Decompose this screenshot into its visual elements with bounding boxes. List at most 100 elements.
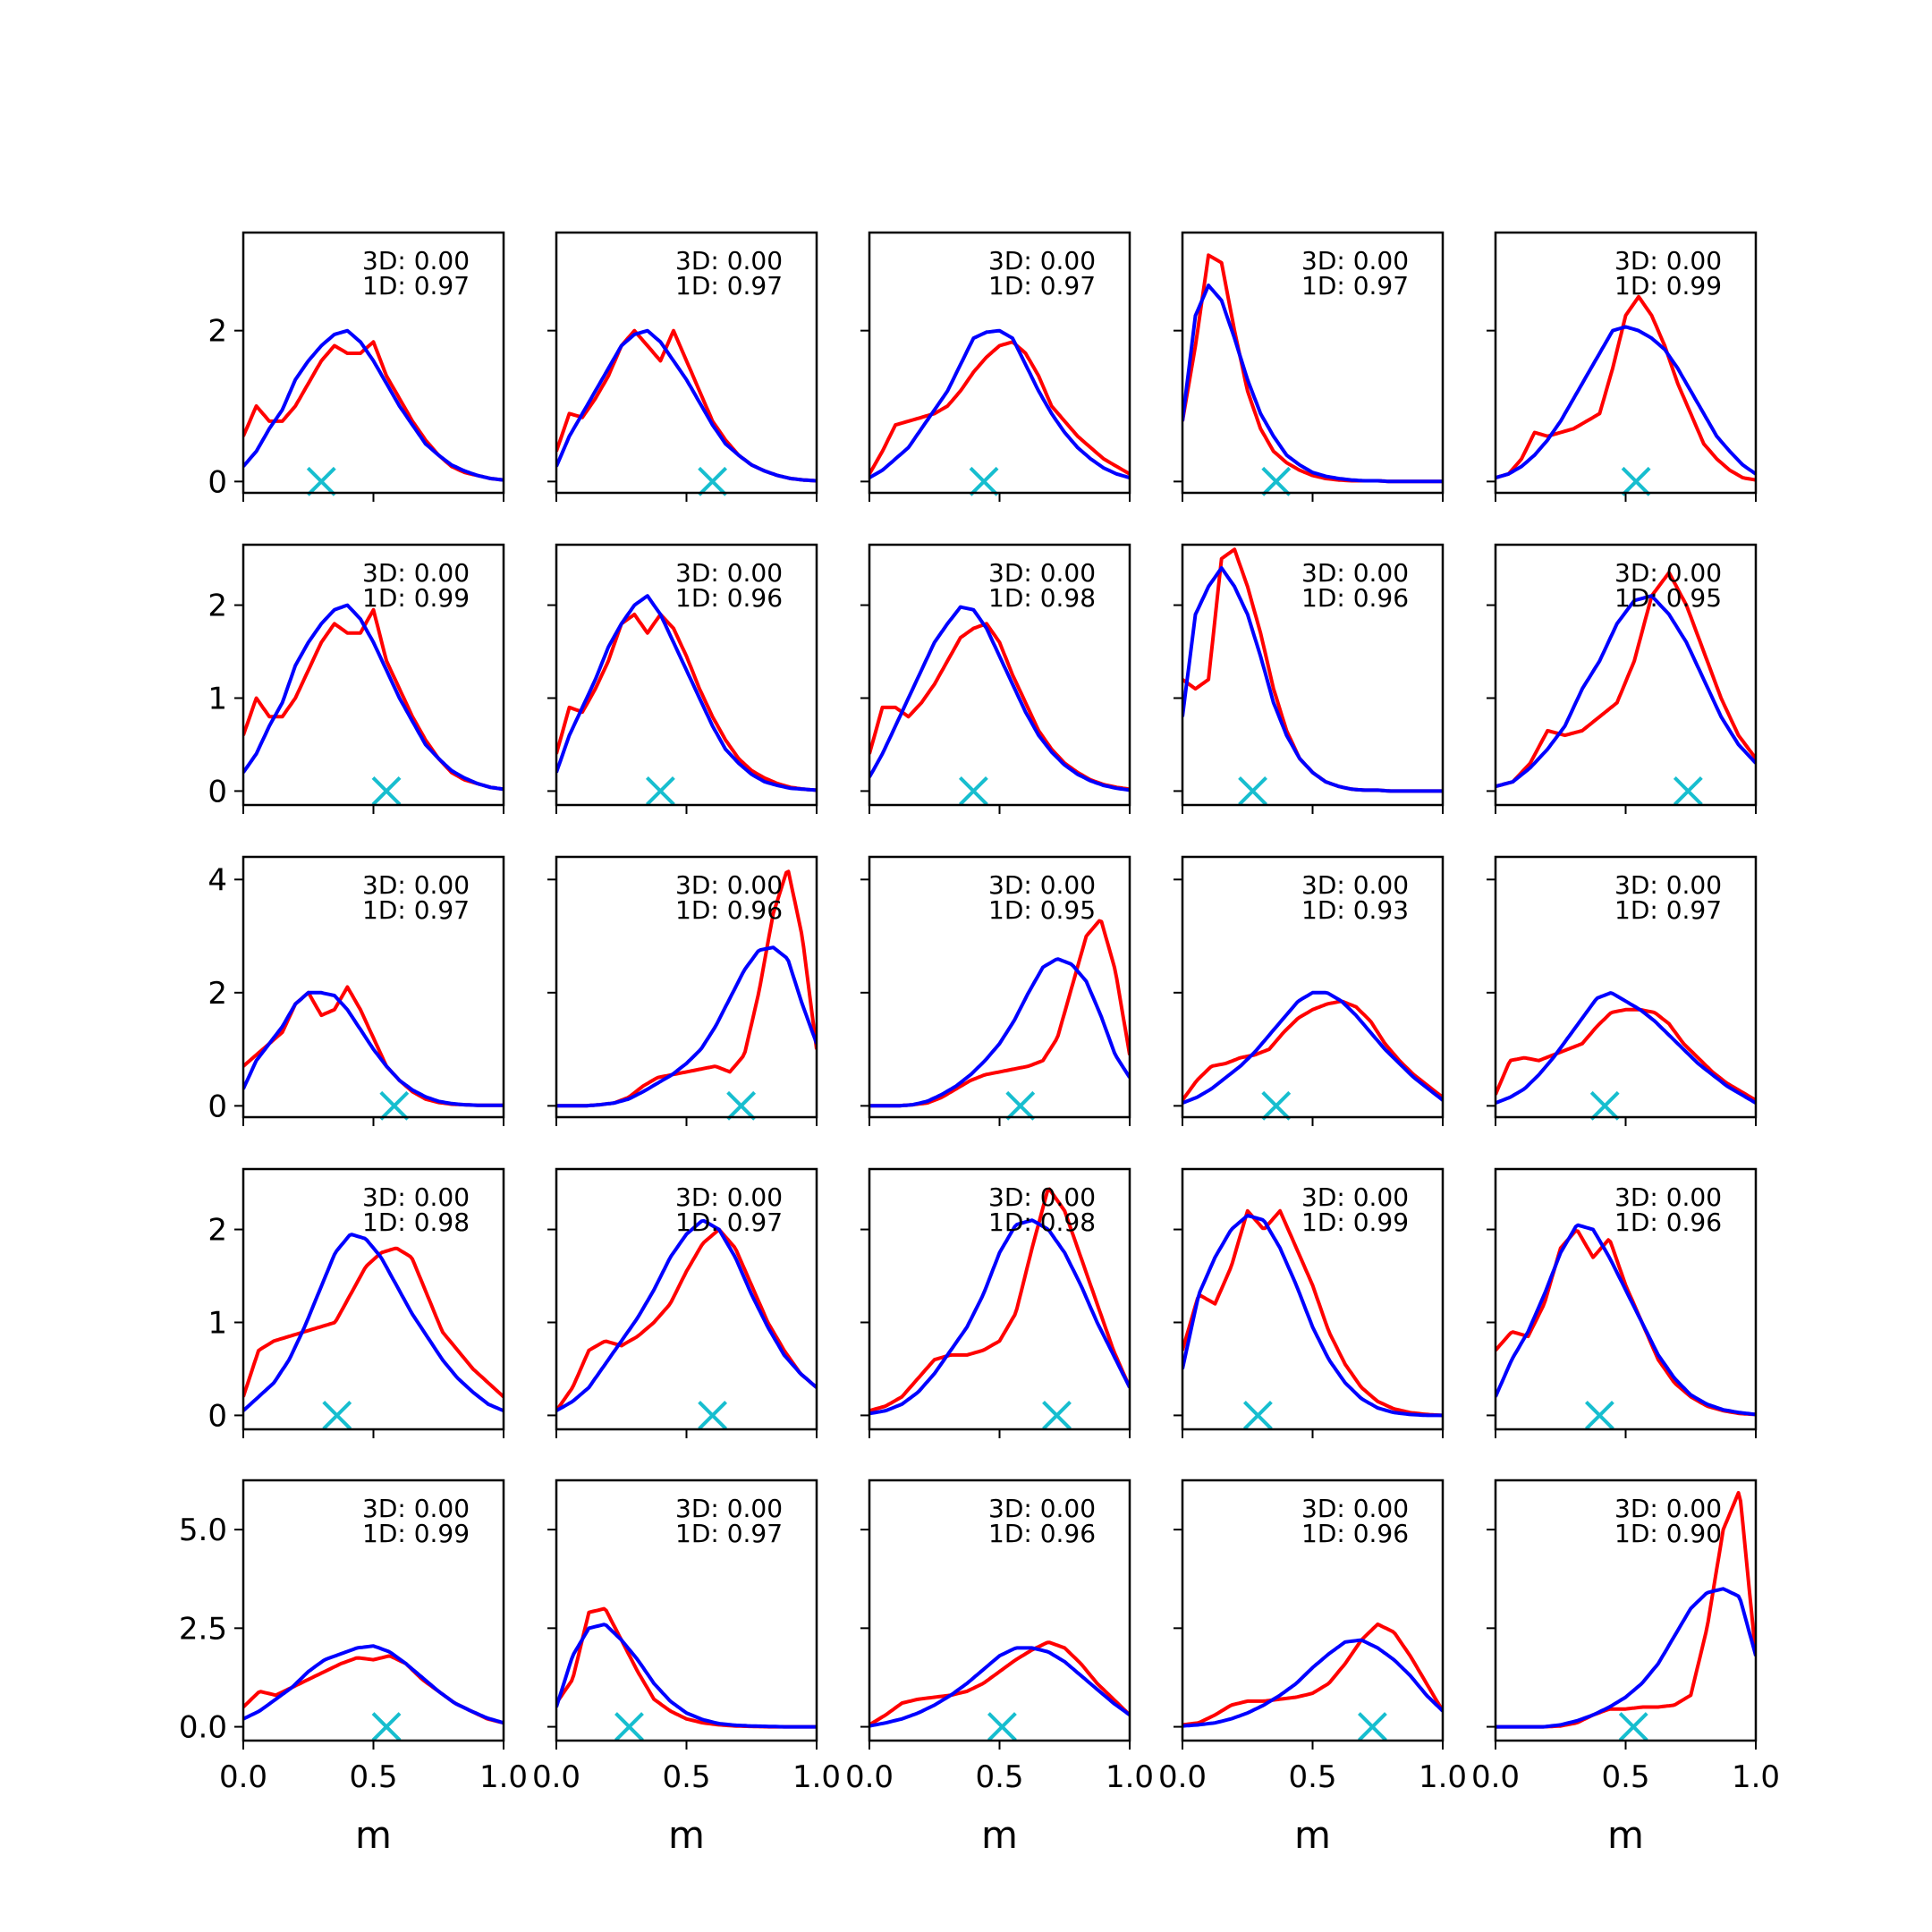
panel-annotation: 3D: 0.00 xyxy=(1301,870,1409,900)
blue-series-line xyxy=(869,1646,1130,1728)
panel-annotation: 1D: 0.97 xyxy=(362,895,470,925)
panel-annotation: 3D: 0.00 xyxy=(1301,1494,1409,1523)
x-marker xyxy=(987,1712,1017,1741)
red-series-line xyxy=(1182,1208,1443,1418)
red-series-line xyxy=(869,622,1130,792)
panel-annotation: 3D: 0.00 xyxy=(362,870,470,900)
x-axis-label: m xyxy=(1294,1813,1331,1857)
x-tick-label: 0.5 xyxy=(662,1759,710,1795)
red-series-line xyxy=(556,328,817,483)
panel-annotation: 1D: 0.95 xyxy=(988,895,1096,925)
x-axis-label: m xyxy=(668,1813,705,1857)
x-marker xyxy=(1261,466,1292,496)
red-series-line xyxy=(1496,571,1756,789)
red-series-line xyxy=(556,1227,817,1412)
panel-annotation: 3D: 0.00 xyxy=(362,1494,470,1523)
panel-annotation: 1D: 0.99 xyxy=(362,1519,470,1548)
red-series-line xyxy=(556,612,817,792)
panel-annotation: 3D: 0.00 xyxy=(675,1494,783,1523)
blue-series-line xyxy=(1496,991,1756,1106)
blue-series-line xyxy=(1182,1638,1443,1728)
panel-annotation: 3D: 0.00 xyxy=(988,246,1096,275)
x-tick-label: 1.0 xyxy=(792,1759,841,1795)
x-marker xyxy=(958,775,988,806)
x-axis-label: m xyxy=(1607,1813,1644,1857)
panel-annotation: 3D: 0.00 xyxy=(988,558,1096,588)
x-marker xyxy=(1618,1712,1648,1741)
panel-annotation: 3D: 0.00 xyxy=(988,1494,1096,1523)
y-tick-label: 1 xyxy=(208,681,227,716)
panel-annotation: 3D: 0.00 xyxy=(1301,1182,1409,1212)
panel-annotation: 3D: 0.00 xyxy=(1614,558,1722,588)
y-tick-label: 1 xyxy=(208,1305,227,1341)
panel-annotation: 1D: 0.95 xyxy=(1614,583,1722,613)
panel-annotation: 1D: 0.97 xyxy=(675,271,783,301)
x-marker xyxy=(1242,1400,1273,1430)
x-tick-label: 1.0 xyxy=(1106,1759,1154,1795)
panel-annotation: 3D: 0.00 xyxy=(988,1182,1096,1212)
x-marker xyxy=(698,1400,728,1430)
red-series-line xyxy=(869,919,1130,1108)
x-tick-label: 0.0 xyxy=(219,1759,267,1795)
red-series-line xyxy=(243,1654,504,1725)
panel-annotation: 1D: 0.99 xyxy=(1614,271,1722,301)
red-series-line xyxy=(869,1640,1130,1727)
x-marker xyxy=(1261,1090,1292,1121)
panel-annotation: 3D: 0.00 xyxy=(1301,558,1409,588)
x-marker xyxy=(1584,1400,1614,1430)
x-tick-label: 0.0 xyxy=(845,1759,894,1795)
panel-annotation: 1D: 0.96 xyxy=(988,1519,1096,1548)
x-axis-label: m xyxy=(981,1813,1018,1857)
panel-annotation: 1D: 0.90 xyxy=(1614,1519,1722,1548)
x-marker xyxy=(1621,466,1651,496)
y-tick-label: 2 xyxy=(208,976,227,1012)
x-tick-label: 0.5 xyxy=(1601,1759,1649,1795)
x-marker xyxy=(1005,1090,1036,1121)
blue-series-line xyxy=(1182,1214,1443,1418)
panel-annotation: 1D: 0.97 xyxy=(1614,895,1722,925)
panel-annotation: 3D: 0.00 xyxy=(1614,1494,1722,1523)
x-tick-label: 1.0 xyxy=(479,1759,528,1795)
x-axis-label: m xyxy=(355,1813,392,1857)
panel-annotation: 1D: 0.96 xyxy=(675,583,783,613)
x-tick-label: 0.5 xyxy=(1288,1759,1336,1795)
y-tick-label: 0.0 xyxy=(179,1710,227,1746)
panel-annotation: 1D: 0.97 xyxy=(675,1208,783,1237)
panel-annotation: 1D: 0.99 xyxy=(1301,1208,1409,1237)
x-marker xyxy=(726,1090,757,1121)
red-series-line xyxy=(1496,1228,1756,1417)
blue-series-line xyxy=(556,1623,817,1729)
blue-series-line xyxy=(869,1218,1130,1416)
x-marker xyxy=(1589,1090,1620,1121)
x-marker xyxy=(379,1090,410,1121)
panel-annotation: 3D: 0.00 xyxy=(1614,870,1722,900)
blue-series-line xyxy=(1182,990,1443,1106)
x-tick-label: 0.0 xyxy=(1471,1759,1520,1795)
panel-annotation: 1D: 0.96 xyxy=(1301,1519,1409,1548)
panel-annotation: 1D: 0.98 xyxy=(362,1208,470,1237)
panel-annotation: 3D: 0.00 xyxy=(675,870,783,900)
panel-annotation: 3D: 0.00 xyxy=(675,1182,783,1212)
x-marker xyxy=(1238,775,1267,806)
y-tick-label: 0 xyxy=(208,774,227,809)
panel-annotation: 3D: 0.00 xyxy=(362,558,470,588)
panel-annotation: 1D: 0.98 xyxy=(988,1208,1096,1237)
panel-annotation: 3D: 0.00 xyxy=(675,558,783,588)
panel-annotation: 1D: 0.97 xyxy=(988,271,1096,301)
